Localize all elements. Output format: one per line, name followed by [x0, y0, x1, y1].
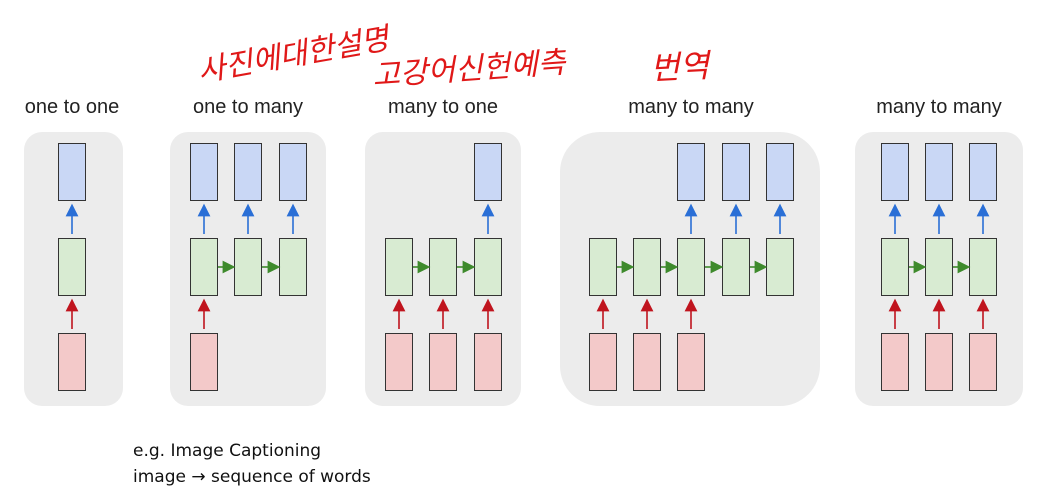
title-one-to-one: one to one — [24, 96, 120, 118]
title-many-to-one: many to one — [387, 96, 499, 118]
hidden-box — [385, 238, 413, 296]
output-box — [58, 143, 86, 201]
hidden-box — [279, 238, 307, 296]
input-box — [881, 333, 909, 391]
hidden-box — [190, 238, 218, 296]
output-box — [766, 143, 794, 201]
output-box — [925, 143, 953, 201]
output-box — [234, 143, 262, 201]
title-many-to-many-delayed: many to many — [628, 96, 754, 118]
hidden-box — [589, 238, 617, 296]
hidden-box — [881, 238, 909, 296]
caption: e.g. Image Captioning image → sequence o… — [133, 438, 371, 490]
title-many-to-many-synced: many to many — [876, 96, 1002, 118]
title-one-to-many: one to many — [192, 96, 304, 118]
output-box — [474, 143, 502, 201]
input-box — [429, 333, 457, 391]
input-box — [190, 333, 218, 391]
input-box — [58, 333, 86, 391]
input-box — [969, 333, 997, 391]
output-box — [190, 143, 218, 201]
hidden-box — [58, 238, 86, 296]
output-box — [881, 143, 909, 201]
hidden-box — [429, 238, 457, 296]
output-box — [677, 143, 705, 201]
output-box — [969, 143, 997, 201]
hidden-box — [722, 238, 750, 296]
input-box — [474, 333, 502, 391]
input-box — [589, 333, 617, 391]
input-box — [385, 333, 413, 391]
output-box — [722, 143, 750, 201]
hidden-box — [969, 238, 997, 296]
hidden-box — [234, 238, 262, 296]
input-box — [925, 333, 953, 391]
hidden-box — [677, 238, 705, 296]
caption-example: e.g. Image Captioning — [133, 441, 322, 461]
caption-description: image → sequence of words — [133, 467, 371, 487]
hidden-box — [925, 238, 953, 296]
output-box — [279, 143, 307, 201]
input-box — [677, 333, 705, 391]
input-box — [633, 333, 661, 391]
